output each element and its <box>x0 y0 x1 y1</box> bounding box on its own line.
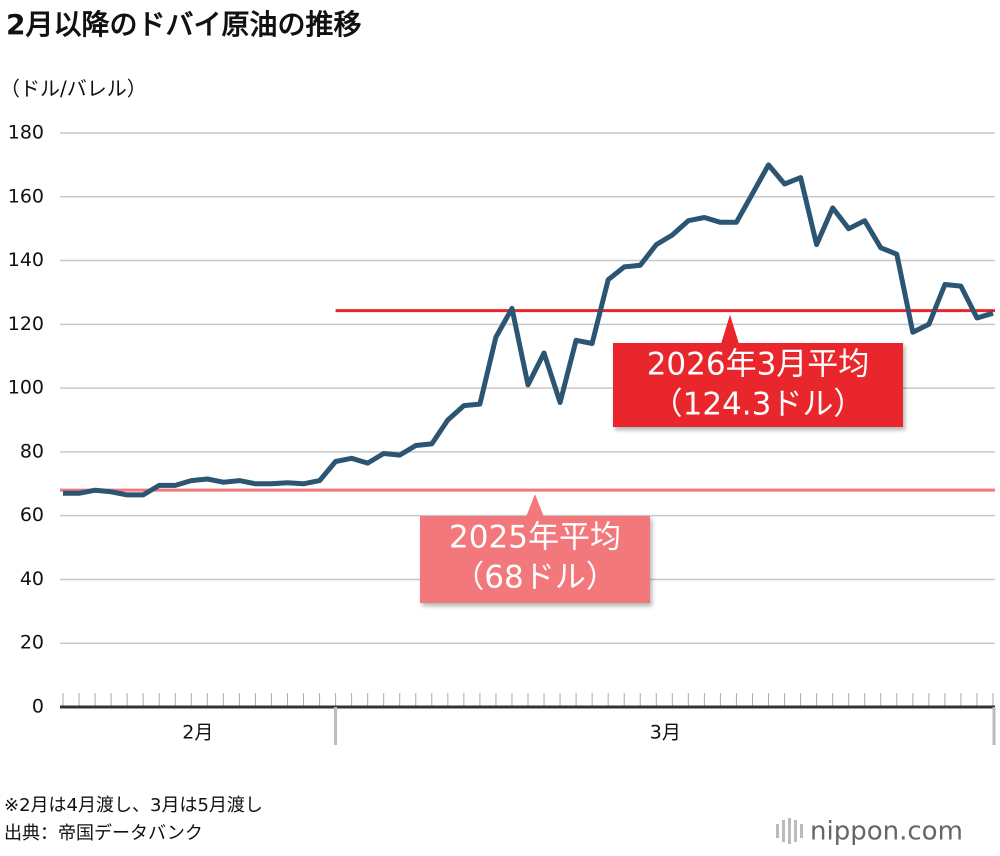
label-text: 2025年平均 <box>449 520 621 556</box>
brand: nippon.com <box>810 817 963 847</box>
label-box <box>420 516 650 603</box>
label-text: （68ドル） <box>453 560 616 596</box>
y-tick-label: 180 <box>8 122 44 144</box>
note: 出典：帝国データバンク <box>4 823 203 844</box>
y-tick-label: 120 <box>8 313 44 335</box>
y-tick-label: 20 <box>20 632 44 654</box>
label-text: （124.3ドル） <box>652 387 865 423</box>
y-tick-label: 80 <box>20 440 44 462</box>
x-group-label: 2月 <box>182 722 213 744</box>
data-line <box>63 162 994 498</box>
label-pointer <box>526 494 544 517</box>
y-tick-label: 60 <box>20 504 44 526</box>
note: ※2月は4月渡し、3月は5月渡し <box>4 795 263 816</box>
y-tick-label: 160 <box>8 185 44 207</box>
y-tick-label: 100 <box>8 377 44 399</box>
label-pointer <box>721 314 739 344</box>
y-tick-label: 40 <box>20 568 44 590</box>
reference-label: 2025年平均 （68ドル） <box>420 494 650 603</box>
chart-title: 2月以降のドバイ原油の推移 <box>6 8 361 41</box>
brand-icon <box>776 818 803 844</box>
label-box <box>613 343 903 427</box>
x-group-label: 3月 <box>650 722 681 744</box>
y-unit: （ドル/バレル） <box>0 77 147 101</box>
reference-label: 2026年3月平均 （124.3ドル） <box>613 314 903 427</box>
y-tick-label: 0 <box>32 696 44 718</box>
label-text: 2026年3月平均 <box>647 347 870 383</box>
y-tick-label: 140 <box>8 249 44 271</box>
